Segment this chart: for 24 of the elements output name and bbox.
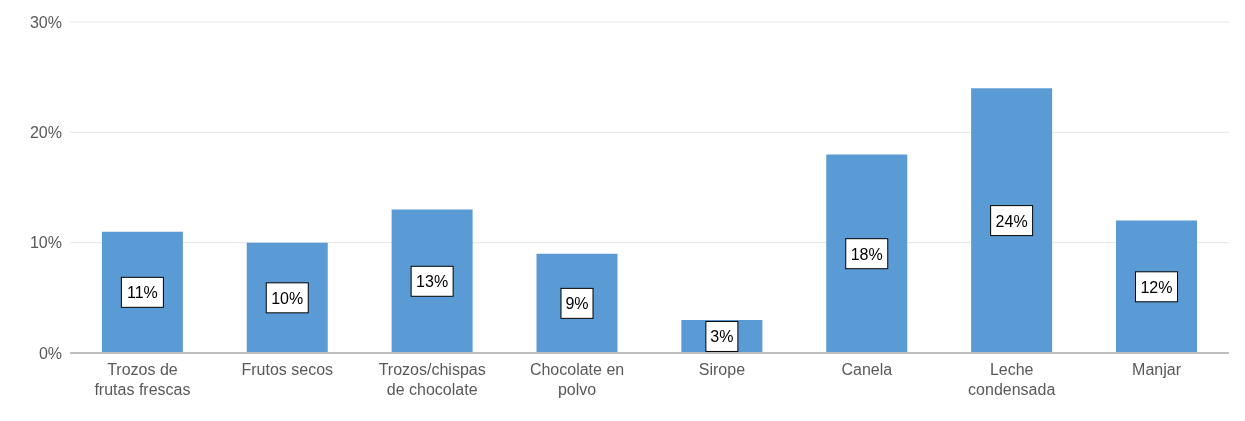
x-tick-label: Leche condensada	[968, 361, 1056, 398]
x-tick-label: Trozos/chispas de chocolate	[378, 361, 486, 398]
x-tick-label: Canela	[841, 361, 893, 378]
data-label: 11%	[126, 284, 158, 302]
bar	[536, 253, 618, 353]
y-tick-label: 20%	[29, 124, 62, 142]
x-tick-label: Sirope	[698, 361, 746, 378]
data-label: 24%	[995, 212, 1028, 230]
x-tick-label: Chocolate en polvo	[529, 361, 625, 398]
data-label: 12%	[1140, 278, 1173, 296]
bar	[971, 88, 1053, 353]
x-tick-label: Manjar	[1132, 361, 1182, 378]
data-label: 13%	[416, 273, 449, 291]
x-tick-label: Frutos secos	[241, 361, 334, 378]
y-tick-label: 0%	[38, 344, 62, 362]
data-label: 9%	[565, 295, 589, 313]
bar	[826, 154, 908, 353]
data-label: 10%	[271, 289, 304, 307]
x-tick-label: Trozos de frutas frescas	[94, 361, 191, 398]
data-label: 3%	[710, 328, 734, 346]
y-tick-label: 10%	[29, 234, 62, 252]
bar	[391, 209, 473, 353]
data-label: 18%	[850, 245, 883, 263]
y-tick-label: 30%	[29, 13, 62, 31]
